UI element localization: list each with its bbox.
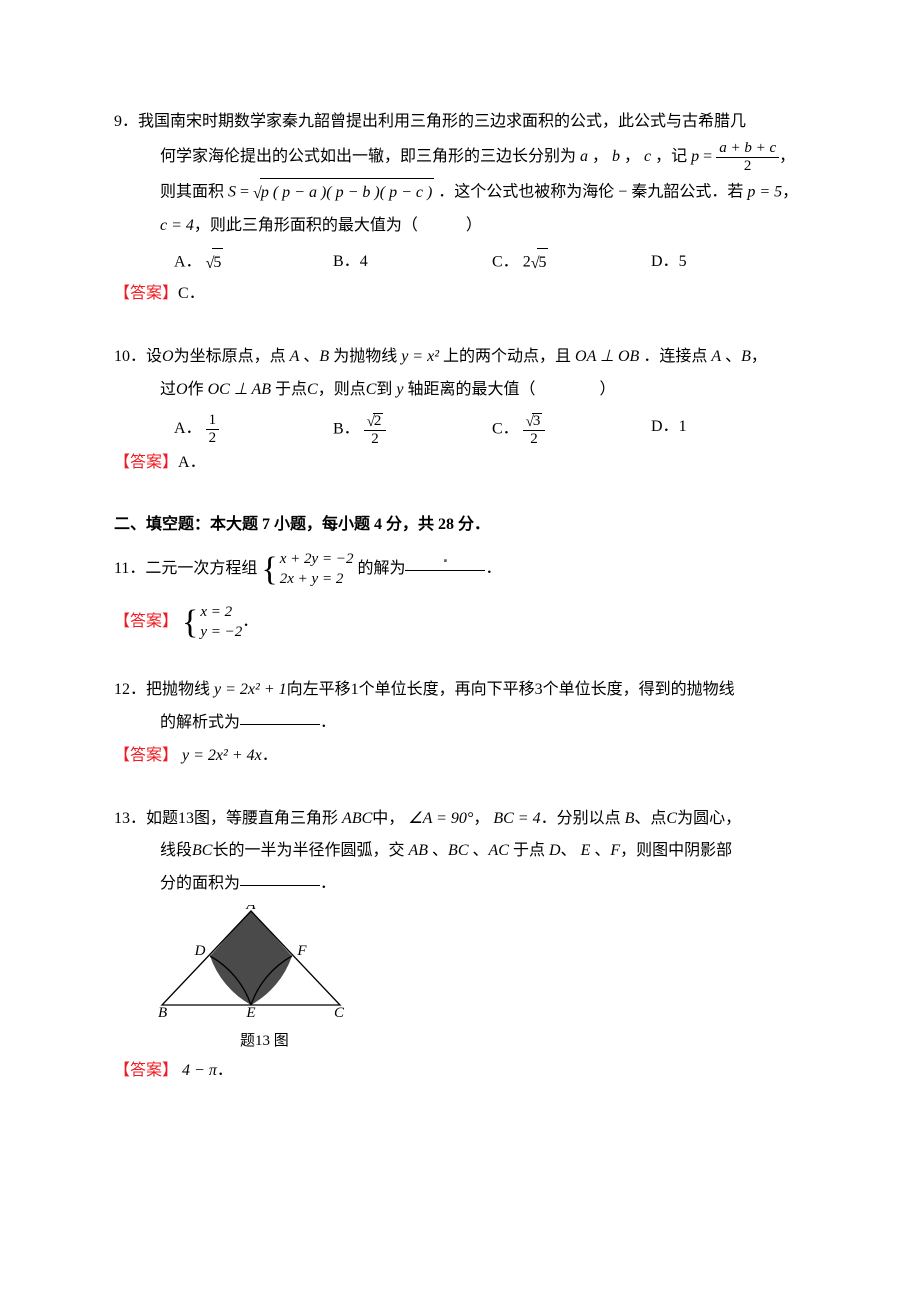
svg-text:C: C xyxy=(334,1005,345,1017)
q10-answer: 【答案】A． xyxy=(114,449,810,478)
q10-options: A． 12 B． √22 C． √32 D．1 xyxy=(114,413,810,447)
q13-line1: 13．如题13图，等腰直角三角形 ABC中， ∠A = 90°， BC = 4．… xyxy=(114,805,810,834)
svg-text:D: D xyxy=(194,943,206,959)
svg-text:B: B xyxy=(158,1005,167,1017)
q11-system: { x + 2y = −2 2x + y = 2 xyxy=(261,550,353,589)
q9-line1: 9．我国南宋时期数学家秦九韶曾提出利用三角形的三边求面积的公式，此公式与古希腊几 xyxy=(114,108,810,137)
q9-line3: 则其面积 S = √p ( p − a )( p − b )( p − c ) … xyxy=(114,178,810,208)
q13-answer: 【答案】 4 − π． xyxy=(114,1057,810,1086)
sqrt-icon: √p ( p − a )( p − b )( p − c ) xyxy=(253,178,434,208)
q10-opt-b: B． √22 xyxy=(333,413,492,447)
q9-opt-c: C． 2√5 xyxy=(492,248,651,278)
q10-opt-a: A． 12 xyxy=(174,413,333,447)
q13-figure: A D F B E C 题13 图 xyxy=(156,905,810,1055)
q11-number: 11． xyxy=(114,560,145,577)
q9-p-fraction: a + b + c 2 xyxy=(716,141,779,174)
question-10: 10．设O为坐标原点，点 A 、B 为抛物线 y = x² 上的两个动点，且 O… xyxy=(114,343,810,477)
q12-line2: 的解析式为． xyxy=(114,709,810,738)
q9-number: 9． xyxy=(114,113,138,130)
triangle-diagram-icon: A D F B E C xyxy=(156,905,346,1017)
question-12: 12．把抛物线 y = 2x² + 1向左平移1个单位长度，再向下平移3个单位长… xyxy=(114,676,810,770)
q9-opt-b: B．4 xyxy=(333,248,492,278)
q9-line2: 何学家海伦提出的公式如出一辙，即三角形的三边长分别为 a ， b ， c ，记 … xyxy=(114,141,810,174)
svg-text:E: E xyxy=(245,1005,255,1017)
fill-blank: ▪ xyxy=(405,554,485,571)
section-2-header: 二、填空题：本大题 7 小题，每小题 4 分，共 28 分． xyxy=(114,511,810,540)
q9-opt-a: A． √5 xyxy=(174,248,333,278)
q11-line1: 11．二元一次方程组 { x + 2y = −2 2x + y = 2 的解为▪… xyxy=(114,550,810,589)
q10-line1: 10．设O为坐标原点，点 A 、B 为抛物线 y = x² 上的两个动点，且 O… xyxy=(114,343,810,372)
q10-line2: 过O作 OC ⊥ AB 于点C，则点C到 y 轴距离的最大值（ ） xyxy=(114,376,810,405)
q9-answer: 【答案】C． xyxy=(114,280,810,309)
q9-opt-d: D．5 xyxy=(651,248,810,278)
tick-icon: ▪ xyxy=(444,552,448,572)
q12-line1: 12．把抛物线 y = 2x² + 1向左平移1个单位长度，再向下平移3个单位长… xyxy=(114,676,810,705)
question-9: 9．我国南宋时期数学家秦九韶曾提出利用三角形的三边求面积的公式，此公式与古希腊几… xyxy=(114,108,810,309)
q11-answer: 【答案】 { x = 2 y = −2 ． xyxy=(114,603,810,642)
question-13: 13．如题13图，等腰直角三角形 ABC中， ∠A = 90°， BC = 4．… xyxy=(114,805,810,1086)
q9-line4: c = 4，则此三角形面积的最大值为（ ） xyxy=(114,212,810,241)
question-11: 11．二元一次方程组 { x + 2y = −2 2x + y = 2 的解为▪… xyxy=(114,550,810,642)
svg-text:F: F xyxy=(296,943,307,959)
q10-opt-d: D．1 xyxy=(651,413,810,447)
q9-options: A． √5 B．4 C． 2√5 D．5 xyxy=(114,248,810,278)
fill-blank xyxy=(240,869,320,886)
q11-answer-system: { x = 2 y = −2 xyxy=(182,603,242,642)
q12-answer: 【答案】 y = 2x² + 4x． xyxy=(114,742,810,771)
q13-number: 13． xyxy=(114,810,146,827)
q13-figure-caption: 题13 图 xyxy=(240,1028,810,1055)
q12-number: 12． xyxy=(114,681,146,698)
q13-line3: 分的面积为． xyxy=(114,870,810,899)
fill-blank xyxy=(240,708,320,725)
q10-number: 10． xyxy=(114,348,146,365)
svg-text:A: A xyxy=(245,905,256,913)
q13-line2: 线段BC长的一半为半径作圆弧，交 AB 、BC 、AC 于点 D、 E 、F，则… xyxy=(114,837,810,866)
q10-opt-c: C． √32 xyxy=(492,413,651,447)
